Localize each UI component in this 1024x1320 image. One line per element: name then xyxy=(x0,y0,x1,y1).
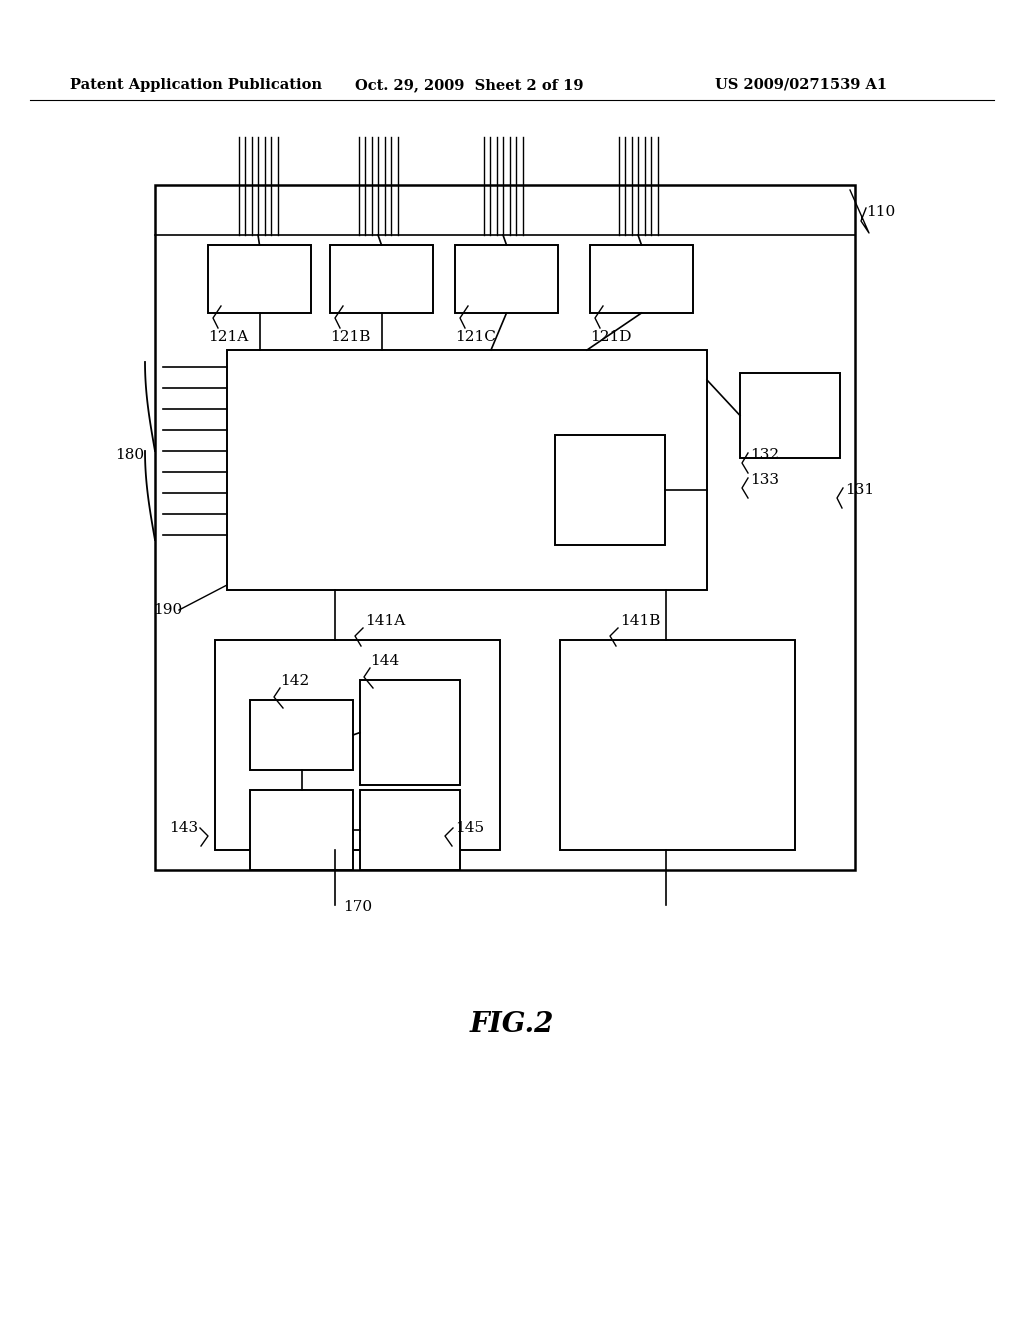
Bar xyxy=(590,246,693,313)
Bar xyxy=(215,640,500,850)
Bar xyxy=(250,700,353,770)
Text: 145: 145 xyxy=(455,821,484,836)
Bar xyxy=(330,246,433,313)
Text: 190: 190 xyxy=(153,603,182,616)
Text: 170: 170 xyxy=(343,900,373,913)
Text: 121D: 121D xyxy=(590,330,632,345)
Text: 131: 131 xyxy=(845,483,874,498)
Text: US 2009/0271539 A1: US 2009/0271539 A1 xyxy=(715,78,887,92)
Text: 133: 133 xyxy=(750,473,779,487)
Bar xyxy=(208,246,311,313)
Bar xyxy=(455,246,558,313)
Text: 143: 143 xyxy=(169,821,198,836)
Bar xyxy=(555,436,665,545)
Text: 121A: 121A xyxy=(208,330,248,345)
Text: 180: 180 xyxy=(116,447,144,462)
Bar xyxy=(227,350,707,590)
Text: 141A: 141A xyxy=(365,614,406,628)
Bar xyxy=(250,789,353,870)
Text: 121C: 121C xyxy=(455,330,496,345)
Text: 121B: 121B xyxy=(330,330,371,345)
Bar xyxy=(740,374,840,458)
Text: 144: 144 xyxy=(370,653,399,668)
Text: 110: 110 xyxy=(866,205,895,219)
Text: 142: 142 xyxy=(280,675,309,688)
Bar xyxy=(360,789,460,870)
Text: Oct. 29, 2009  Sheet 2 of 19: Oct. 29, 2009 Sheet 2 of 19 xyxy=(355,78,584,92)
Text: Patent Application Publication: Patent Application Publication xyxy=(70,78,322,92)
Text: 132: 132 xyxy=(750,447,779,462)
Bar xyxy=(360,680,460,785)
Bar xyxy=(560,640,795,850)
Bar xyxy=(155,185,855,870)
Text: 141B: 141B xyxy=(620,614,660,628)
Text: FIG.2: FIG.2 xyxy=(470,1011,554,1039)
